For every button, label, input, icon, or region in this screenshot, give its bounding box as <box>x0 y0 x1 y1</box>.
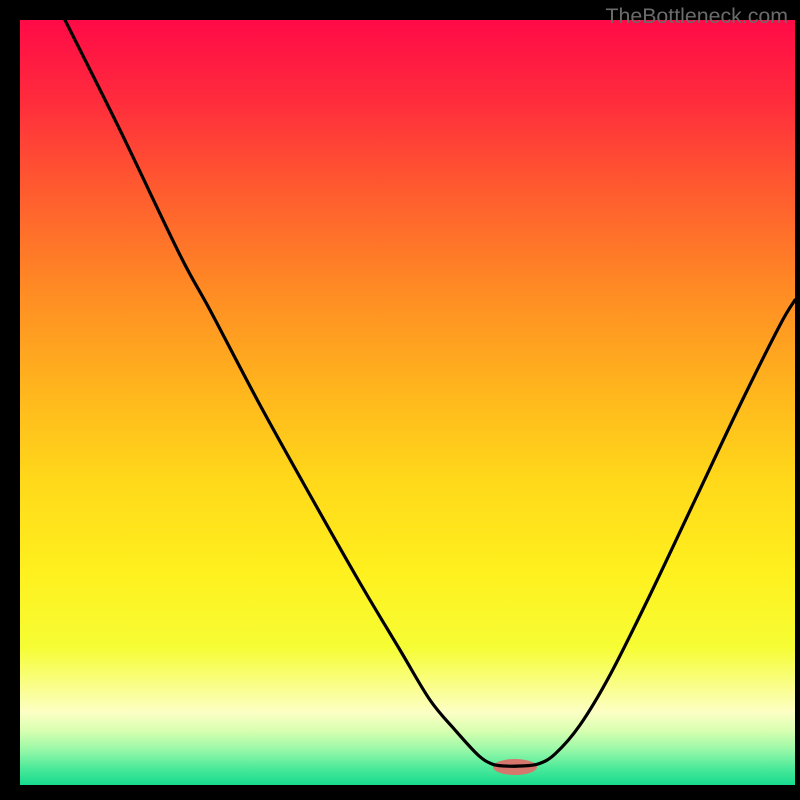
chart-container: TheBottleneck.com <box>0 0 800 800</box>
bottleneck-chart <box>0 0 800 800</box>
watermark-text: TheBottleneck.com <box>605 4 788 29</box>
gradient-plot-area <box>20 20 795 785</box>
